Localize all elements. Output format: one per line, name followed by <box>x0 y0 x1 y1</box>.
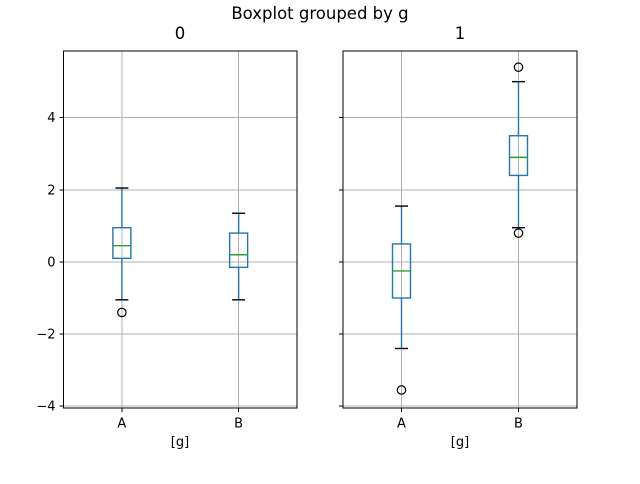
subplot-0-xlabel: [g] <box>171 435 189 450</box>
outlier-marker <box>513 228 524 238</box>
subplot-0-title: 0 <box>175 24 186 43</box>
y-tick-label: 4 <box>47 111 55 126</box>
x-tick-label: A <box>397 417 406 432</box>
subplot-1-title: 1 <box>455 24 466 43</box>
x-tick-label: B <box>514 417 523 432</box>
figure-title: Boxplot grouped by g <box>231 4 408 23</box>
outlier-marker <box>396 385 407 395</box>
box-rect <box>112 226 132 260</box>
plot-layer: −4 −2 0 2 4 A B A B <box>36 50 578 432</box>
outlier-marker <box>513 62 524 73</box>
outlier-marker <box>117 307 127 318</box>
y-tick-label: −2 <box>36 328 55 343</box>
axes-spines <box>342 50 578 409</box>
y-tick-label: 0 <box>47 255 55 270</box>
x-tick-label: A <box>117 417 126 432</box>
y-tick-label: −4 <box>36 400 55 415</box>
x-tick-label: B <box>234 417 243 432</box>
axes-spines <box>63 50 298 409</box>
y-tick-label: 2 <box>47 183 55 198</box>
box-rect <box>508 135 529 177</box>
subplot-1-xlabel: [g] <box>451 435 469 450</box>
box-rect <box>228 232 249 269</box>
